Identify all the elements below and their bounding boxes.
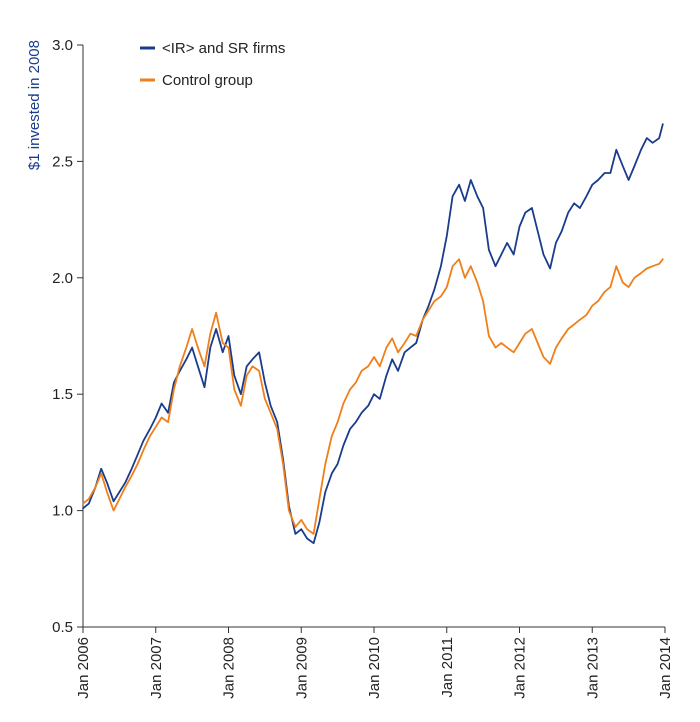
x-tick-label: Jan 2008: [221, 637, 238, 699]
y-tick-label: 3.0: [52, 37, 73, 54]
axes: 0.5 1.0 1.5 2.0 2.5 3.0 Jan 2006 Jan 2007 Jan 20…: [52, 37, 674, 699]
legend: <IR> and SR firms Control group: [140, 40, 285, 89]
y-tick-label: 0.5: [52, 619, 73, 636]
legend-label: <IR> and SR firms: [162, 40, 285, 57]
y-tick-label: 1.0: [52, 503, 73, 520]
y-tick-label: 2.5: [52, 153, 73, 170]
series-lines: [82, 123, 664, 545]
y-tick-label: 1.5: [52, 386, 73, 403]
y-tick-label: 2.0: [52, 270, 73, 287]
x-tick-label: Jan 2006: [75, 637, 92, 699]
x-tick-label: Jan 2013: [584, 637, 601, 699]
x-tick-label: Jan 2012: [512, 637, 529, 699]
x-tick-label: Jan 2011: [439, 637, 456, 698]
y-axis-title: $1 invested in 2008: [26, 40, 43, 170]
series-line-control-group: [82, 258, 664, 535]
x-tick-label: Jan 2007: [148, 637, 165, 699]
x-tick-label: Jan 2010: [366, 637, 383, 699]
legend-label: Control group: [162, 72, 253, 89]
x-tick-label: Jan 2014: [657, 637, 674, 699]
x-tick-label: Jan 2009: [293, 637, 310, 699]
series-line-ir-sr-firms: [82, 123, 664, 545]
